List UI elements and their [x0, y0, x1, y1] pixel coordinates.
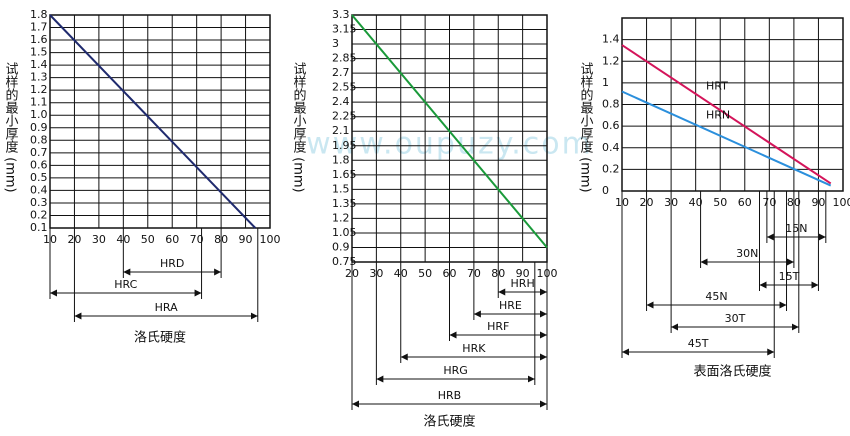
- range-label: HRE: [499, 299, 522, 312]
- y-tick-label: 0.7: [30, 146, 48, 159]
- y-tick-label: 1.1: [30, 96, 48, 109]
- y-tick-label: 0.1: [30, 221, 48, 234]
- y-tick-label: 1.05: [332, 226, 357, 239]
- y-tick-label: 1.4: [602, 33, 620, 46]
- y-tick-label: 2.7: [332, 66, 350, 79]
- y-tick-label: 0.6: [30, 158, 48, 171]
- y-tick-label: 0.3: [30, 196, 48, 209]
- y-tick-label: 2.1: [332, 124, 350, 137]
- y-tick-label: 1.8: [332, 153, 350, 166]
- y-tick-label: 0.9: [30, 121, 48, 134]
- series-line: [621, 44, 832, 185]
- legend-label: HRN: [706, 108, 730, 121]
- y-tick-label: 0.2: [30, 208, 48, 221]
- y-tick-label: 0: [602, 184, 609, 197]
- y-tick-label: 1.2: [30, 83, 48, 96]
- x-tick-label: 70: [762, 196, 776, 209]
- y-axis-label: 试样的最小厚度 (mm): [578, 62, 594, 193]
- range-label: HRB: [438, 389, 461, 402]
- range-label: 45T: [688, 337, 709, 350]
- y-tick-label: 2.85: [332, 52, 357, 65]
- y-tick-label: 1.65: [332, 168, 357, 181]
- x-tick-label: 50: [141, 233, 155, 246]
- y-tick-label: 3: [332, 37, 339, 50]
- y-tick-label: 0.8: [602, 98, 620, 111]
- plot-border: [49, 14, 271, 229]
- y-tick-label: 1.95: [332, 139, 357, 152]
- x-axis-label: 洛氏硬度: [423, 414, 475, 430]
- y-tick-label: 2.25: [332, 110, 357, 123]
- series-line: [621, 90, 832, 187]
- y-tick-label: 1.5: [332, 182, 350, 195]
- range-label: HRA: [155, 301, 178, 314]
- range-label: HRH: [511, 277, 535, 290]
- y-tick-label: 0.4: [602, 141, 620, 154]
- y-tick-label: 1.7: [30, 21, 48, 34]
- x-tick-label: 60: [738, 196, 752, 209]
- y-tick-label: 3.15: [332, 23, 357, 36]
- y-tick-label: 1.4: [30, 58, 48, 71]
- y-tick-label: 0.75: [332, 255, 357, 268]
- x-tick-label: 100: [833, 196, 850, 209]
- y-tick-label: 0.6: [602, 119, 620, 132]
- y-tick-label: 1.35: [332, 197, 357, 210]
- x-tick-label: 50: [713, 196, 727, 209]
- series-line: [351, 14, 548, 249]
- range-label: HRC: [114, 278, 137, 291]
- range-label: HRG: [443, 364, 467, 377]
- y-tick-label: 1.3: [30, 71, 48, 84]
- y-tick-label: 1.6: [30, 33, 48, 46]
- range-label: HRK: [462, 342, 486, 355]
- y-axis-label: 试样的最小厚度 (mm): [3, 62, 19, 193]
- y-tick-label: 0.4: [30, 183, 48, 196]
- x-tick-label: 90: [516, 267, 530, 280]
- legend-label: HRT: [706, 80, 728, 93]
- x-tick-label: 40: [689, 196, 703, 209]
- plot-border: [621, 17, 844, 192]
- x-axis-label: 洛氏硬度: [134, 330, 186, 346]
- y-tick-label: 0.2: [602, 162, 620, 175]
- x-tick-label: 50: [418, 267, 432, 280]
- y-tick-label: 1.2: [332, 211, 350, 224]
- range-label: HRD: [160, 257, 184, 270]
- y-tick-label: 0.9: [332, 240, 350, 253]
- x-tick-label: 70: [190, 233, 204, 246]
- y-tick-label: 0.8: [30, 133, 48, 146]
- y-tick-label: 1.5: [30, 46, 48, 59]
- range-label: 30T: [725, 312, 746, 325]
- x-tick-label: 60: [165, 233, 179, 246]
- x-tick-label: 100: [260, 233, 281, 246]
- watermark: www.oupuzy.com: [306, 127, 593, 162]
- x-tick-label: 30: [92, 233, 106, 246]
- x-axis-label: 表面洛氏硬度: [693, 364, 771, 380]
- range-label: 45N: [705, 290, 727, 303]
- y-tick-label: 1: [602, 76, 609, 89]
- series-line: [49, 14, 257, 229]
- x-tick-label: 90: [239, 233, 253, 246]
- y-tick-label: 3.3: [332, 8, 350, 21]
- y-tick-label: 1.8: [30, 8, 48, 21]
- y-axis-label: 试样的最小厚度 (mm): [291, 62, 307, 193]
- y-tick-label: 2.4: [332, 95, 350, 108]
- y-tick-label: 2.55: [332, 81, 357, 94]
- range-label: HRF: [487, 320, 509, 333]
- y-tick-label: 0.5: [30, 171, 48, 184]
- y-tick-label: 1.2: [602, 54, 620, 67]
- range-label: 15T: [779, 270, 800, 283]
- range-label: 30N: [736, 247, 758, 260]
- range-label: 15N: [785, 222, 807, 235]
- y-tick-label: 1.0: [30, 108, 48, 121]
